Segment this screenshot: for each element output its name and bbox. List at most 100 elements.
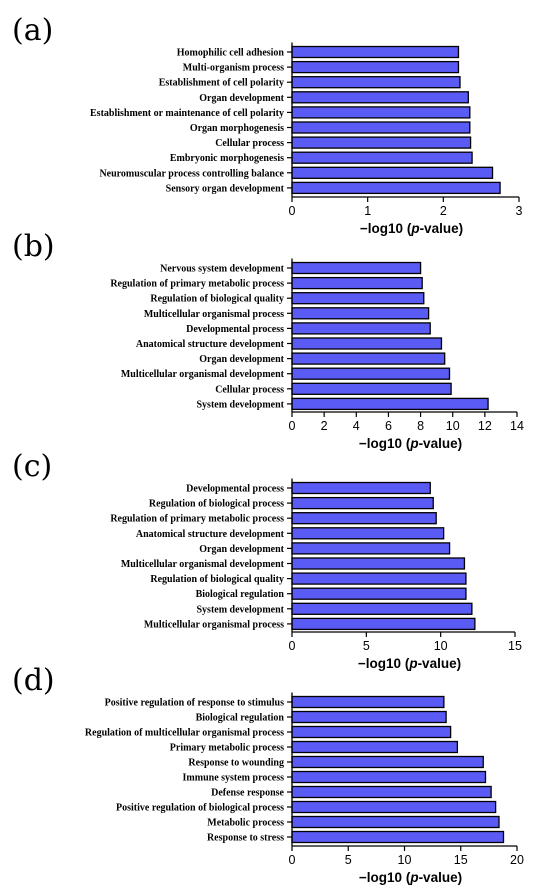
bar: [291, 276, 423, 290]
x-axis-title: −log10 (p-value): [358, 656, 461, 671]
bar: [291, 695, 445, 709]
category-label: Multicellular organismal development: [121, 559, 285, 570]
x-tick-label: 0: [289, 419, 296, 433]
bar: [291, 587, 467, 600]
category-label: Cellular process: [215, 384, 284, 395]
category-label: Regulation of multicellular organismal p…: [85, 728, 284, 739]
bar: [291, 602, 473, 615]
bar: [291, 382, 452, 395]
category-label: Organ morphogenesis: [190, 123, 284, 134]
x-tick-label: 5: [345, 853, 352, 867]
category-label: Response to wounding: [188, 758, 284, 769]
chart-panel-b: (b) Nervous system development Regulation …: [12, 229, 524, 451]
x-tick-label: 1: [364, 204, 371, 218]
x-tick-label: 4: [353, 419, 360, 433]
category-label: Positive regulation of response to stimu…: [105, 698, 284, 709]
bar: [291, 755, 484, 769]
category-label: Multi-organism process: [183, 63, 284, 74]
category-label: Metabolic process: [207, 818, 284, 829]
category-label: Positive regulation of biological proces…: [116, 803, 284, 814]
bar: [291, 181, 501, 195]
category-label: Establishment of cell polarity: [159, 78, 284, 89]
bar: [291, 261, 422, 275]
x-tick-label: 10: [434, 639, 448, 653]
bar: [291, 91, 469, 104]
bar: [291, 106, 471, 119]
x-tick-label: 5: [363, 639, 370, 653]
chart-panel-c: (c) Developmental process Regulation of bi…: [12, 449, 522, 671]
bar: [291, 121, 471, 134]
category-label: System development: [197, 604, 285, 615]
x-tick-label: 0: [289, 204, 296, 218]
bar: [291, 557, 466, 570]
bar: [291, 542, 451, 555]
bar: [291, 151, 473, 164]
bar: [291, 60, 460, 74]
bar: [291, 800, 497, 814]
bar: [291, 725, 452, 739]
x-tick-label: 14: [510, 419, 524, 433]
category-label: Anatomical structure development: [136, 339, 285, 350]
x-tick-label: 15: [454, 853, 468, 867]
panel-label: (d): [12, 663, 55, 698]
x-axis-title: −log10 (p-value): [359, 870, 462, 885]
x-tick-label: 10: [398, 853, 412, 867]
category-label: Multicellular organismal process: [144, 309, 284, 320]
x-tick-label: 20: [510, 853, 524, 867]
bar: [291, 815, 500, 829]
x-tick-label: 6: [385, 419, 392, 433]
category-label: Establishment or maintenance of cell pol…: [90, 108, 284, 119]
x-tick-label: 10: [446, 419, 460, 433]
x-tick-label: 12: [478, 419, 492, 433]
category-label: Developmental process: [186, 484, 284, 495]
category-label: Organ development: [199, 544, 284, 555]
x-tick-label: 2: [440, 204, 447, 218]
bar: [291, 512, 437, 525]
category-label: Regulation of biological quality: [150, 294, 284, 305]
x-tick-label: 0: [289, 853, 296, 867]
bar: [291, 740, 459, 754]
category-label: Response to stress: [207, 833, 284, 844]
bar: [291, 307, 430, 320]
bar: [291, 572, 467, 585]
x-tick-label: 8: [417, 419, 424, 433]
x-tick-label: 3: [516, 204, 523, 218]
bar: [291, 322, 431, 335]
category-label: Biological regulation: [196, 713, 285, 724]
bar: [291, 830, 505, 844]
bar: [291, 770, 487, 784]
bar: [291, 367, 451, 380]
category-label: Biological regulation: [196, 589, 285, 600]
bar: [291, 496, 434, 510]
bar: [291, 136, 472, 149]
x-axis-title: −log10 (p-value): [360, 221, 463, 236]
category-label: Embryonic morphogenesis: [170, 153, 284, 164]
category-label: Anatomical structure development: [136, 529, 285, 540]
x-axis-title: −log10 (p-value): [359, 436, 462, 451]
bar: [291, 481, 431, 495]
bar: [291, 76, 461, 89]
category-label: Primary metabolic process: [170, 743, 284, 754]
x-tick-label: 15: [508, 639, 522, 653]
category-label: Regulation of primary metabolic process: [110, 514, 284, 525]
category-label: Sensory organ development: [166, 183, 285, 194]
bar: [291, 166, 494, 179]
category-label: Neuromuscular process controlling balanc…: [99, 168, 284, 179]
category-label: Regulation of biological quality: [150, 574, 284, 585]
bar: [291, 785, 492, 799]
bar: [291, 337, 443, 350]
x-tick-label: 0: [289, 639, 296, 653]
bar: [291, 45, 460, 59]
x-tick-label: 2: [321, 419, 328, 433]
category-label: Organ development: [199, 93, 284, 104]
category-label: Defense response: [211, 788, 284, 799]
category-label: Cellular process: [215, 138, 284, 149]
bar: [291, 292, 425, 305]
chart-panel-d: (d) Positive regulation of response to st…: [12, 663, 524, 885]
category-label: Multicellular organismal development: [121, 369, 285, 380]
category-label: Homophilic cell adhesion: [177, 48, 285, 59]
bar: [291, 527, 445, 540]
category-label: Developmental process: [186, 324, 284, 335]
bar: [291, 710, 447, 724]
